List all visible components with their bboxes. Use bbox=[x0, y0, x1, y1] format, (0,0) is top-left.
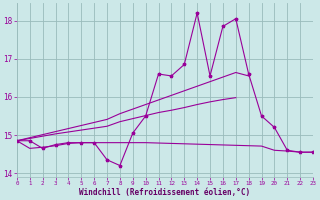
X-axis label: Windchill (Refroidissement éolien,°C): Windchill (Refroidissement éolien,°C) bbox=[79, 188, 251, 197]
